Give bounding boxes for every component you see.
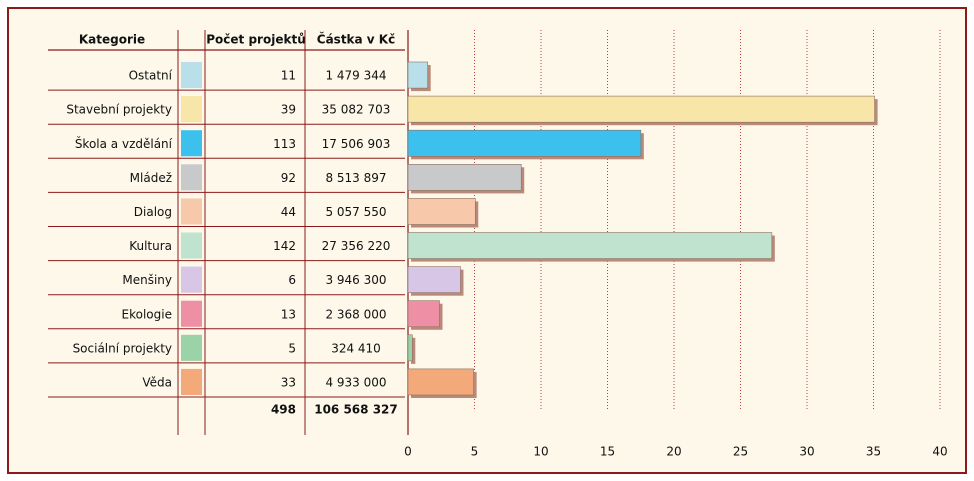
project-count: 44 xyxy=(281,205,296,219)
amount-label: 17 506 903 xyxy=(322,137,391,151)
project-count: 39 xyxy=(281,103,296,117)
amount-label: 2 368 000 xyxy=(325,307,386,321)
category-label: Ekologie xyxy=(122,307,172,321)
column-header: Kategorie xyxy=(79,33,145,47)
project-count: 33 xyxy=(281,375,296,389)
category-label: Dialog xyxy=(134,205,172,219)
amount-label: 5 057 550 xyxy=(325,205,386,219)
column-header: Částka v Kč xyxy=(317,32,395,47)
amount-label: 1 479 344 xyxy=(325,69,386,83)
amount-label: 4 933 000 xyxy=(325,375,386,389)
bar xyxy=(407,164,522,191)
x-tick-label: 30 xyxy=(799,445,814,459)
x-tick-label: 10 xyxy=(533,445,548,459)
project-count: 92 xyxy=(281,171,296,185)
amount-label: 27 356 220 xyxy=(322,239,391,253)
bar xyxy=(407,232,773,259)
bar xyxy=(407,95,875,123)
category-label: Škola a vzdělání xyxy=(75,136,173,151)
bar xyxy=(407,198,476,225)
color-swatch xyxy=(181,334,202,361)
color-swatch xyxy=(181,198,202,225)
bar xyxy=(407,266,461,294)
color-swatch xyxy=(181,232,202,259)
color-swatch xyxy=(181,300,202,327)
color-swatch xyxy=(181,266,202,293)
x-tick-label: 40 xyxy=(932,445,947,459)
bar xyxy=(407,368,474,396)
x-tick-label: 0 xyxy=(404,445,412,459)
project-count: 142 xyxy=(273,239,296,253)
color-swatch xyxy=(181,130,202,157)
amount-label: 324 410 xyxy=(331,341,381,355)
category-label: Menšiny xyxy=(122,273,172,287)
column-header: Počet projektů xyxy=(206,33,305,47)
x-tick-label: 25 xyxy=(733,445,748,459)
color-swatch xyxy=(181,96,202,123)
category-label: Věda xyxy=(142,375,172,389)
total-projects: 498 xyxy=(271,403,296,417)
amount-label: 3 946 300 xyxy=(325,273,386,287)
x-tick-label: 5 xyxy=(471,445,479,459)
bar xyxy=(407,300,440,328)
category-label: Stavební projekty xyxy=(66,103,172,117)
category-label: Kultura xyxy=(129,239,172,253)
x-tick-label: 15 xyxy=(600,445,615,459)
project-count: 113 xyxy=(273,137,296,151)
color-swatch xyxy=(181,368,202,395)
x-tick-label: 20 xyxy=(666,445,681,459)
amount-label: 8 513 897 xyxy=(325,171,386,185)
bar-shadow xyxy=(411,337,416,364)
bar xyxy=(407,334,413,362)
bar xyxy=(407,61,428,89)
project-count: 11 xyxy=(281,69,296,83)
x-tick-label: 35 xyxy=(866,445,881,459)
amount-label: 35 082 703 xyxy=(322,103,391,117)
total-amount: 106 568 327 xyxy=(314,403,398,417)
project-count: 5 xyxy=(288,341,296,355)
project-count: 13 xyxy=(281,307,296,321)
color-swatch xyxy=(181,164,202,191)
category-label: Mládež xyxy=(130,171,172,185)
bar xyxy=(407,129,642,157)
category-label: Sociální projekty xyxy=(73,341,172,355)
category-label: Ostatní xyxy=(129,69,173,83)
project-count: 6 xyxy=(288,273,296,287)
color-swatch xyxy=(181,62,202,89)
